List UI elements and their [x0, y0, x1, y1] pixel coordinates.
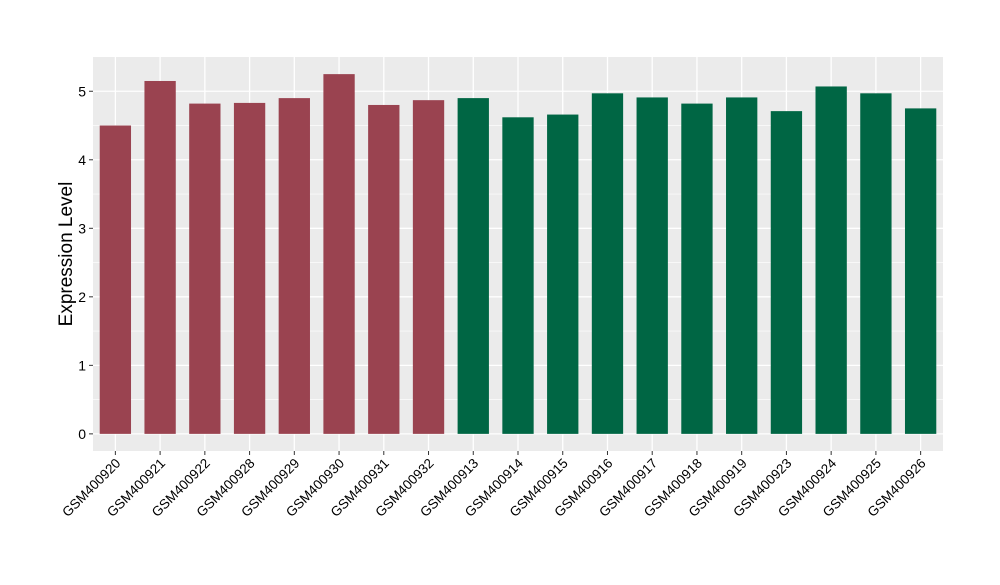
bar-GSM400916 [591, 93, 624, 434]
bar-GSM400924 [815, 86, 847, 434]
bar-GSM400920 [99, 125, 132, 434]
bar-GSM400915 [547, 114, 579, 434]
y-tick-label: 2 [78, 289, 86, 305]
y-tick-label: 4 [78, 152, 86, 168]
y-tick-label: 0 [78, 426, 86, 442]
bar-GSM400914 [502, 117, 534, 434]
bars [99, 74, 937, 434]
bar-GSM400921 [144, 80, 176, 434]
bar-GSM400917 [636, 97, 668, 434]
bar-GSM400930 [323, 74, 355, 434]
bar-GSM400926 [904, 108, 937, 434]
bar-GSM400931 [368, 104, 400, 434]
bar-GSM400919 [726, 97, 758, 434]
bar-GSM400923 [770, 111, 803, 434]
bar-GSM400928 [233, 102, 266, 434]
y-tick-label: 3 [78, 220, 86, 236]
bar-GSM400932 [412, 100, 445, 434]
y-tick-label: 1 [78, 357, 86, 373]
bar-GSM400918 [681, 103, 713, 434]
bar-GSM400913 [457, 98, 489, 434]
bar-GSM400929 [278, 98, 310, 434]
bar-GSM400925 [860, 93, 892, 434]
bar-GSM400922 [189, 103, 221, 434]
y-axis: 0 1 2 3 4 5 [78, 83, 93, 442]
y-tick-label: 5 [78, 83, 86, 99]
y-axis-title: Expression Level [56, 182, 77, 327]
x-axis: GSM400920GSM400921GSM400922GSM400928GSM4… [59, 451, 929, 520]
